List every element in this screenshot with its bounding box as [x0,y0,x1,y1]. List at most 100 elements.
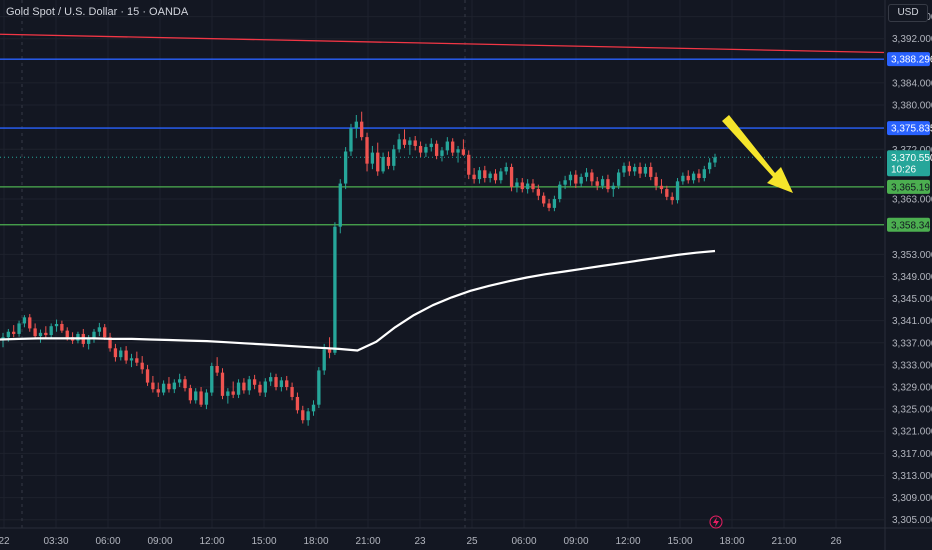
candle-body [499,171,503,181]
candle-body [547,203,551,208]
symbol-title[interactable]: Gold Spot / U.S. Dollar · 15 · OANDA [6,6,189,18]
y-tick-label: 3,329.000 [892,383,932,394]
y-tick-label: 3,337.000 [892,338,932,349]
x-tick-label: 06:00 [511,536,536,547]
x-tick-label: 25 [466,536,478,547]
y-tick-label: 3,333.000 [892,360,932,371]
y-tick-label: 3,345.000 [892,294,932,305]
candle-body [686,175,690,181]
price-axis-bg [885,0,932,550]
last-price-tag: 3,370.550 [891,153,932,164]
candle-body [365,137,369,164]
candle-body [215,366,219,373]
candle-body [574,174,578,184]
countdown-tag: 10:26 [891,164,916,175]
candle-body [306,411,310,421]
x-tick-label: 09:00 [147,536,172,547]
candle-body [413,140,417,146]
candle-body [151,382,155,390]
candle-body [472,174,476,180]
y-tick-label: 3,325.000 [892,405,932,416]
candle-body [488,173,492,179]
candle-body [590,172,594,182]
price-tags: 3,388.296 3,375.835 3,365.194 3,358.349 3,37… [887,52,932,232]
candle-body [6,331,11,338]
candle-body [525,183,530,190]
candle-body [434,143,439,156]
candle-body [54,323,59,327]
level-price-tag-bg [887,52,930,67]
candle-body [113,348,118,358]
candle-body [140,362,144,370]
candle-body [172,382,176,390]
candle-body [183,379,187,389]
ma-line [0,249,716,352]
currency-button[interactable]: USD [888,4,928,22]
y-tick-label: 3,321.000 [892,427,932,438]
x-tick-label: 12:00 [199,536,224,547]
candle-body [493,173,498,181]
candle-body [194,391,198,401]
candle-body [456,149,460,153]
level-price-tag: 3,365.194 [891,182,932,193]
candle-body [713,157,717,163]
candle-body [649,166,653,177]
candle-body [28,317,32,329]
candle-body [445,141,449,151]
y-tick-label: 3,317.000 [892,449,932,460]
candle-body [231,391,235,395]
candle-body [33,328,37,337]
candle-body [285,380,289,388]
candle-body [44,332,48,336]
grid [0,0,884,528]
candle-body [568,174,573,181]
candle-body [665,189,669,197]
level-price-tag: 3,358.349 [891,220,932,231]
candle-body [161,383,166,393]
y-tick-label: 3,392.000 [892,34,932,45]
candle-body [135,358,139,363]
level-price-tag-bg [887,217,930,232]
candle-body [376,152,380,172]
level-price-tag: 3,375.835 [891,124,932,135]
candle-body [681,175,685,182]
candle-body [477,170,482,180]
candle-body [515,182,519,187]
candle-body [381,157,385,172]
candle-body [691,173,696,181]
candle-body [167,383,171,390]
y-tick-label: 3,363.000 [892,195,932,206]
candle-body [558,184,562,200]
candle-body [295,396,300,411]
candle-body [702,169,706,179]
candle-body [386,157,391,166]
time-axis[interactable]: 22 03:30 06:00 09:00 12:00 15:00 18:00 21:00 23 2… [0,515,932,547]
candle-body [38,332,43,337]
candle-body [424,147,428,153]
candle-body [622,165,626,173]
candle-body [638,166,642,174]
candle-body [579,176,583,184]
x-tick-label: 15:00 [251,536,276,547]
candle-body [509,166,514,187]
candle-body [252,379,257,385]
candle-body [92,331,96,339]
candle-body [542,195,546,204]
horizontal-levels[interactable] [0,33,885,226]
candle-body [124,350,128,361]
annotation-arrow[interactable] [722,115,793,193]
candle-body [552,199,557,208]
candlestick-series [1,111,717,426]
candle-body [418,145,423,153]
candle-body [290,387,294,397]
level-price-tag-bg [887,179,930,194]
price-axis[interactable]: 3,396.0003,392.0003,384.0003,380.0003,37… [884,0,932,550]
candle-body [17,323,21,334]
candle-body [402,139,407,145]
candle-body [210,366,214,393]
arrow-shape [722,115,793,193]
x-tick-label: 12:00 [615,536,640,547]
level-price-tag: 3,388.296 [891,55,932,66]
red-trendline [0,33,885,54]
